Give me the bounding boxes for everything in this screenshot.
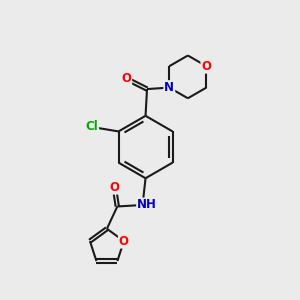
Text: O: O: [121, 72, 131, 85]
Text: O: O: [109, 181, 119, 194]
Text: O: O: [201, 60, 212, 73]
Text: O: O: [119, 235, 129, 248]
Text: Cl: Cl: [85, 121, 98, 134]
Text: NH: NH: [137, 199, 157, 212]
Text: N: N: [164, 81, 174, 94]
